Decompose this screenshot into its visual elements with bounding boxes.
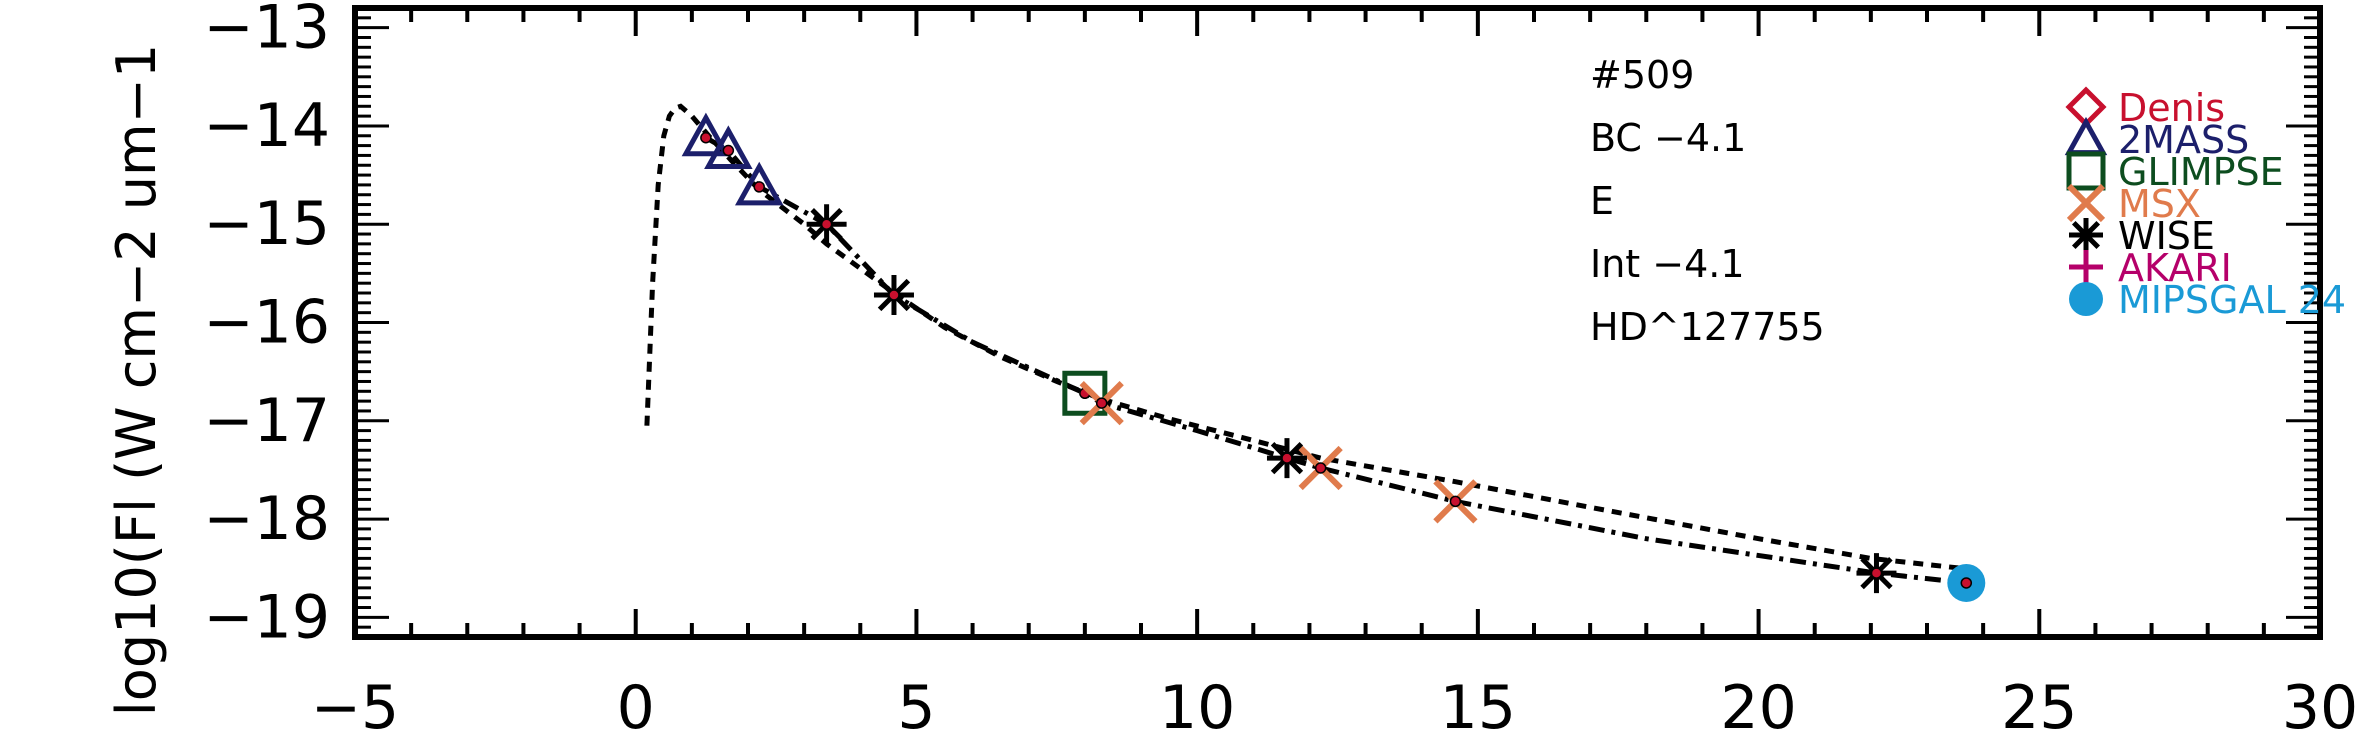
marker-center-msx: [1449, 495, 1462, 508]
marker-center-2mass: [753, 181, 765, 193]
x-tick-label: 20: [1720, 673, 1796, 743]
legend-entry-msx: MSX: [2118, 182, 2201, 226]
data-markers: [681, 112, 1986, 602]
legend-entry-mipsgal-24: MIPSGAL 24: [2118, 278, 2346, 322]
x-tick-label: 15: [1440, 673, 1516, 743]
y-tick-label: −18: [203, 484, 330, 554]
legend-entry-2mass: 2MASS: [2118, 118, 2249, 162]
model-curve-dashed: [644, 103, 1961, 571]
legend-marker-glimpse: [2066, 151, 2106, 191]
y-axis-label: log10(Fl (W cm−2 um−1: [105, 44, 168, 716]
axes: [352, 5, 2323, 640]
y-tick-label: −13: [203, 0, 330, 63]
x-tick-label: −5: [311, 673, 399, 743]
marker-2mass: [734, 161, 784, 206]
marker-center-mipsgal-24: [1960, 577, 1973, 589]
marker-center-2mass: [722, 144, 735, 157]
marker-center-wise: [888, 289, 900, 301]
x-tick-label: 5: [897, 673, 935, 743]
marker-center-msx: [1095, 397, 1108, 409]
marker-2mass: [681, 112, 731, 157]
legend-marker-mipsgal-24: [2069, 282, 2103, 316]
x-tick-label: 30: [2282, 673, 2358, 743]
annotation-line: BC −4.1: [1590, 116, 1746, 160]
marker-center-wise: [820, 218, 833, 230]
marker-center-msx: [1314, 462, 1327, 474]
x-tick-label: 10: [1159, 673, 1235, 743]
legend-entry-wise: WISE: [2118, 214, 2215, 258]
marker-center-2mass: [700, 131, 712, 144]
annotation-line: E: [1590, 179, 1614, 223]
tick-labels: −5 0 5 10 15 20 25 30 −13 −14 −15 −16 −17 −18 −19: [203, 0, 2358, 743]
y-tick-label: −15: [203, 189, 330, 259]
legend-entry-glimpse: GLIMPSE: [2118, 150, 2284, 194]
y-tick-label: −19: [203, 582, 330, 652]
marker-center-wise: [1281, 452, 1293, 464]
legend-entry-akari: AKARI: [2118, 246, 2232, 290]
legend-marker-akari: [2069, 250, 2103, 284]
annotation-line: #509: [1590, 53, 1694, 97]
annotation-line: Int −4.1: [1590, 242, 1745, 286]
legend-entry-denis: Denis: [2118, 86, 2225, 130]
model-curve-dashdot: [704, 135, 1967, 586]
marker-glimpse: [1062, 370, 1108, 416]
x-tick-label: 0: [617, 673, 655, 743]
legend-marker-2mass: [2064, 116, 2108, 156]
marker-center-wise: [1870, 567, 1883, 579]
marker-2mass: [704, 125, 753, 170]
plot-frame: [352, 5, 2323, 640]
y-tick-label: −14: [203, 91, 330, 161]
annotation-line: HD^127755: [1590, 305, 1825, 349]
annotations: #509 BC −4.1 E Int −4.1 HD^127755: [1590, 53, 1825, 349]
legend-marker-wise: [2069, 218, 2103, 252]
legend-marker-msx: [2066, 183, 2106, 223]
x-tick-label: 25: [2001, 673, 2077, 743]
y-tick-label: −16: [203, 288, 330, 358]
y-tick-label: −17: [203, 386, 330, 456]
